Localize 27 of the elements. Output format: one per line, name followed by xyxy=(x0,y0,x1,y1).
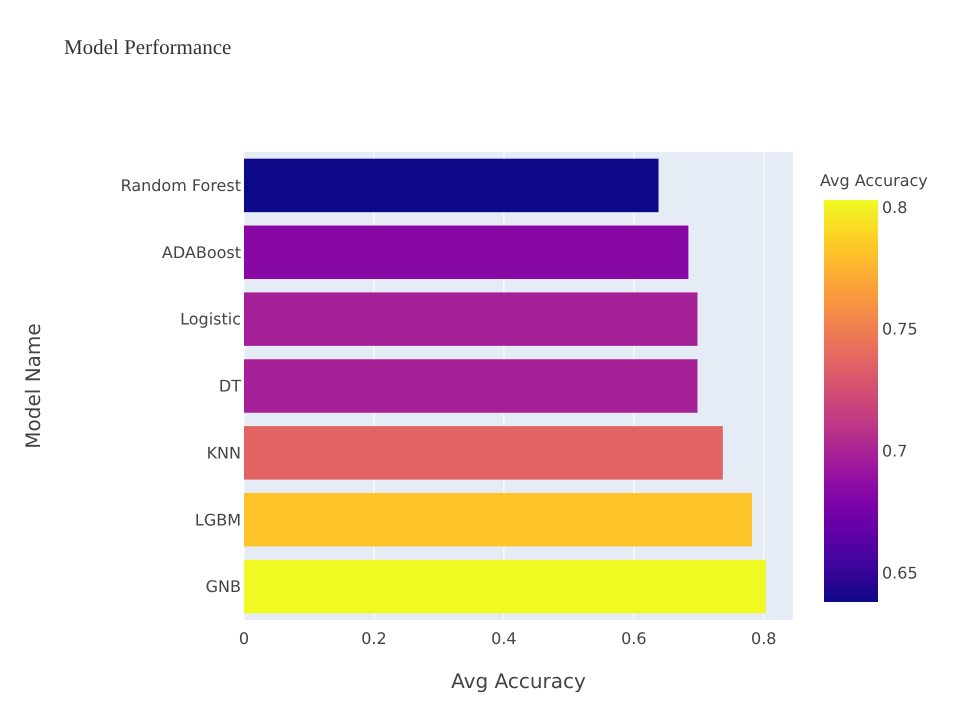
x-tick-label: 0.2 xyxy=(361,629,387,648)
color-bar-title: Avg Accuracy xyxy=(820,171,928,190)
bar xyxy=(244,292,698,346)
y-tick-label: DT xyxy=(218,376,242,396)
color-bar-label: 0.7 xyxy=(882,442,908,461)
x-tick-label: 0 xyxy=(238,629,250,648)
y-axis-title: Model Name xyxy=(21,323,45,449)
x-tick-label: 0.8 xyxy=(751,629,776,648)
y-tick-label: KNN xyxy=(206,443,241,462)
x-tick-label: 0.4 xyxy=(491,629,517,648)
y-tick-label: Logistic xyxy=(180,310,241,329)
color-bar-label: 0.75 xyxy=(882,320,918,339)
bar xyxy=(244,359,698,413)
color-bar-label: 0.8 xyxy=(882,198,908,217)
bar xyxy=(244,158,659,212)
bar xyxy=(244,226,688,280)
bar xyxy=(244,426,723,480)
y-tick-label: ADABoost xyxy=(162,242,241,262)
y-tick-label: Random Forest xyxy=(120,176,241,196)
color-bar-label: 0.65 xyxy=(882,563,918,582)
bar xyxy=(244,492,752,546)
x-axis-title: Avg Accuracy xyxy=(451,669,586,693)
y-tick-label: GNB xyxy=(206,577,241,596)
chart-title: Model Performance xyxy=(64,35,232,59)
x-tick-label: 0.6 xyxy=(621,629,647,648)
bar xyxy=(244,560,766,614)
y-tick-label: LGBM xyxy=(194,510,241,530)
